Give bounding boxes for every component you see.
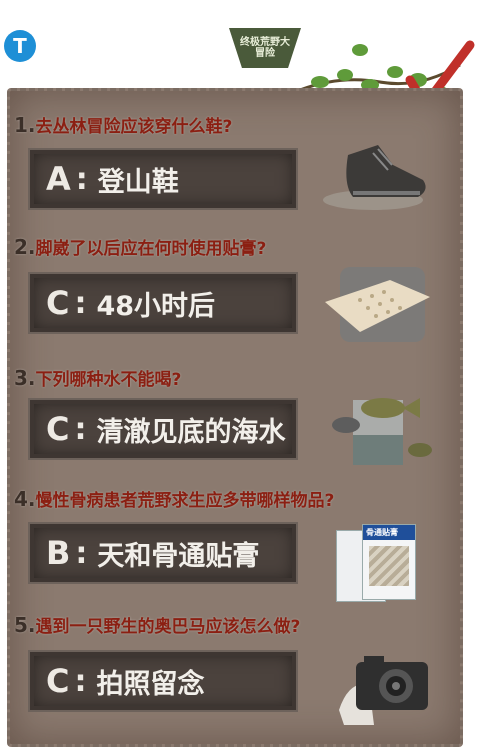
title-badge-text: 终极荒野大冒险 (240, 37, 290, 59)
answer-box-1: A: 登山鞋 (28, 148, 298, 210)
hiking-boot-icon (323, 145, 426, 210)
app-logo: T (4, 30, 36, 62)
medicine-box-icon: 骨通贴膏 (336, 522, 416, 602)
answer-box-5: C: 拍照留念 (28, 650, 298, 712)
question-2: 2.脚崴了以后应在何时使用贴膏? (14, 235, 267, 259)
question-1: 1.去丛林冒险应该穿什么鞋? (14, 113, 233, 137)
product-label: 骨通贴膏 (363, 525, 415, 540)
question-4: 4.慢性骨病患者荒野求生应多带哪样物品? (14, 487, 335, 511)
answer-box-2: C:48小时后 (28, 272, 298, 334)
fish-water-glass-icon (332, 398, 432, 465)
title-badge: 终极荒野大冒险 (229, 28, 301, 68)
question-5: 5.遇到一只野生的奥巴马应该怎么做? (14, 613, 301, 637)
plaster-icon (325, 267, 430, 342)
question-3: 3.下列哪种水不能喝? (14, 366, 182, 390)
answer-box-4: B: 天和骨通贴膏 (28, 522, 298, 584)
camera-icon (339, 656, 428, 725)
answer-box-3: C: 清澈见底的海水 (28, 398, 298, 460)
